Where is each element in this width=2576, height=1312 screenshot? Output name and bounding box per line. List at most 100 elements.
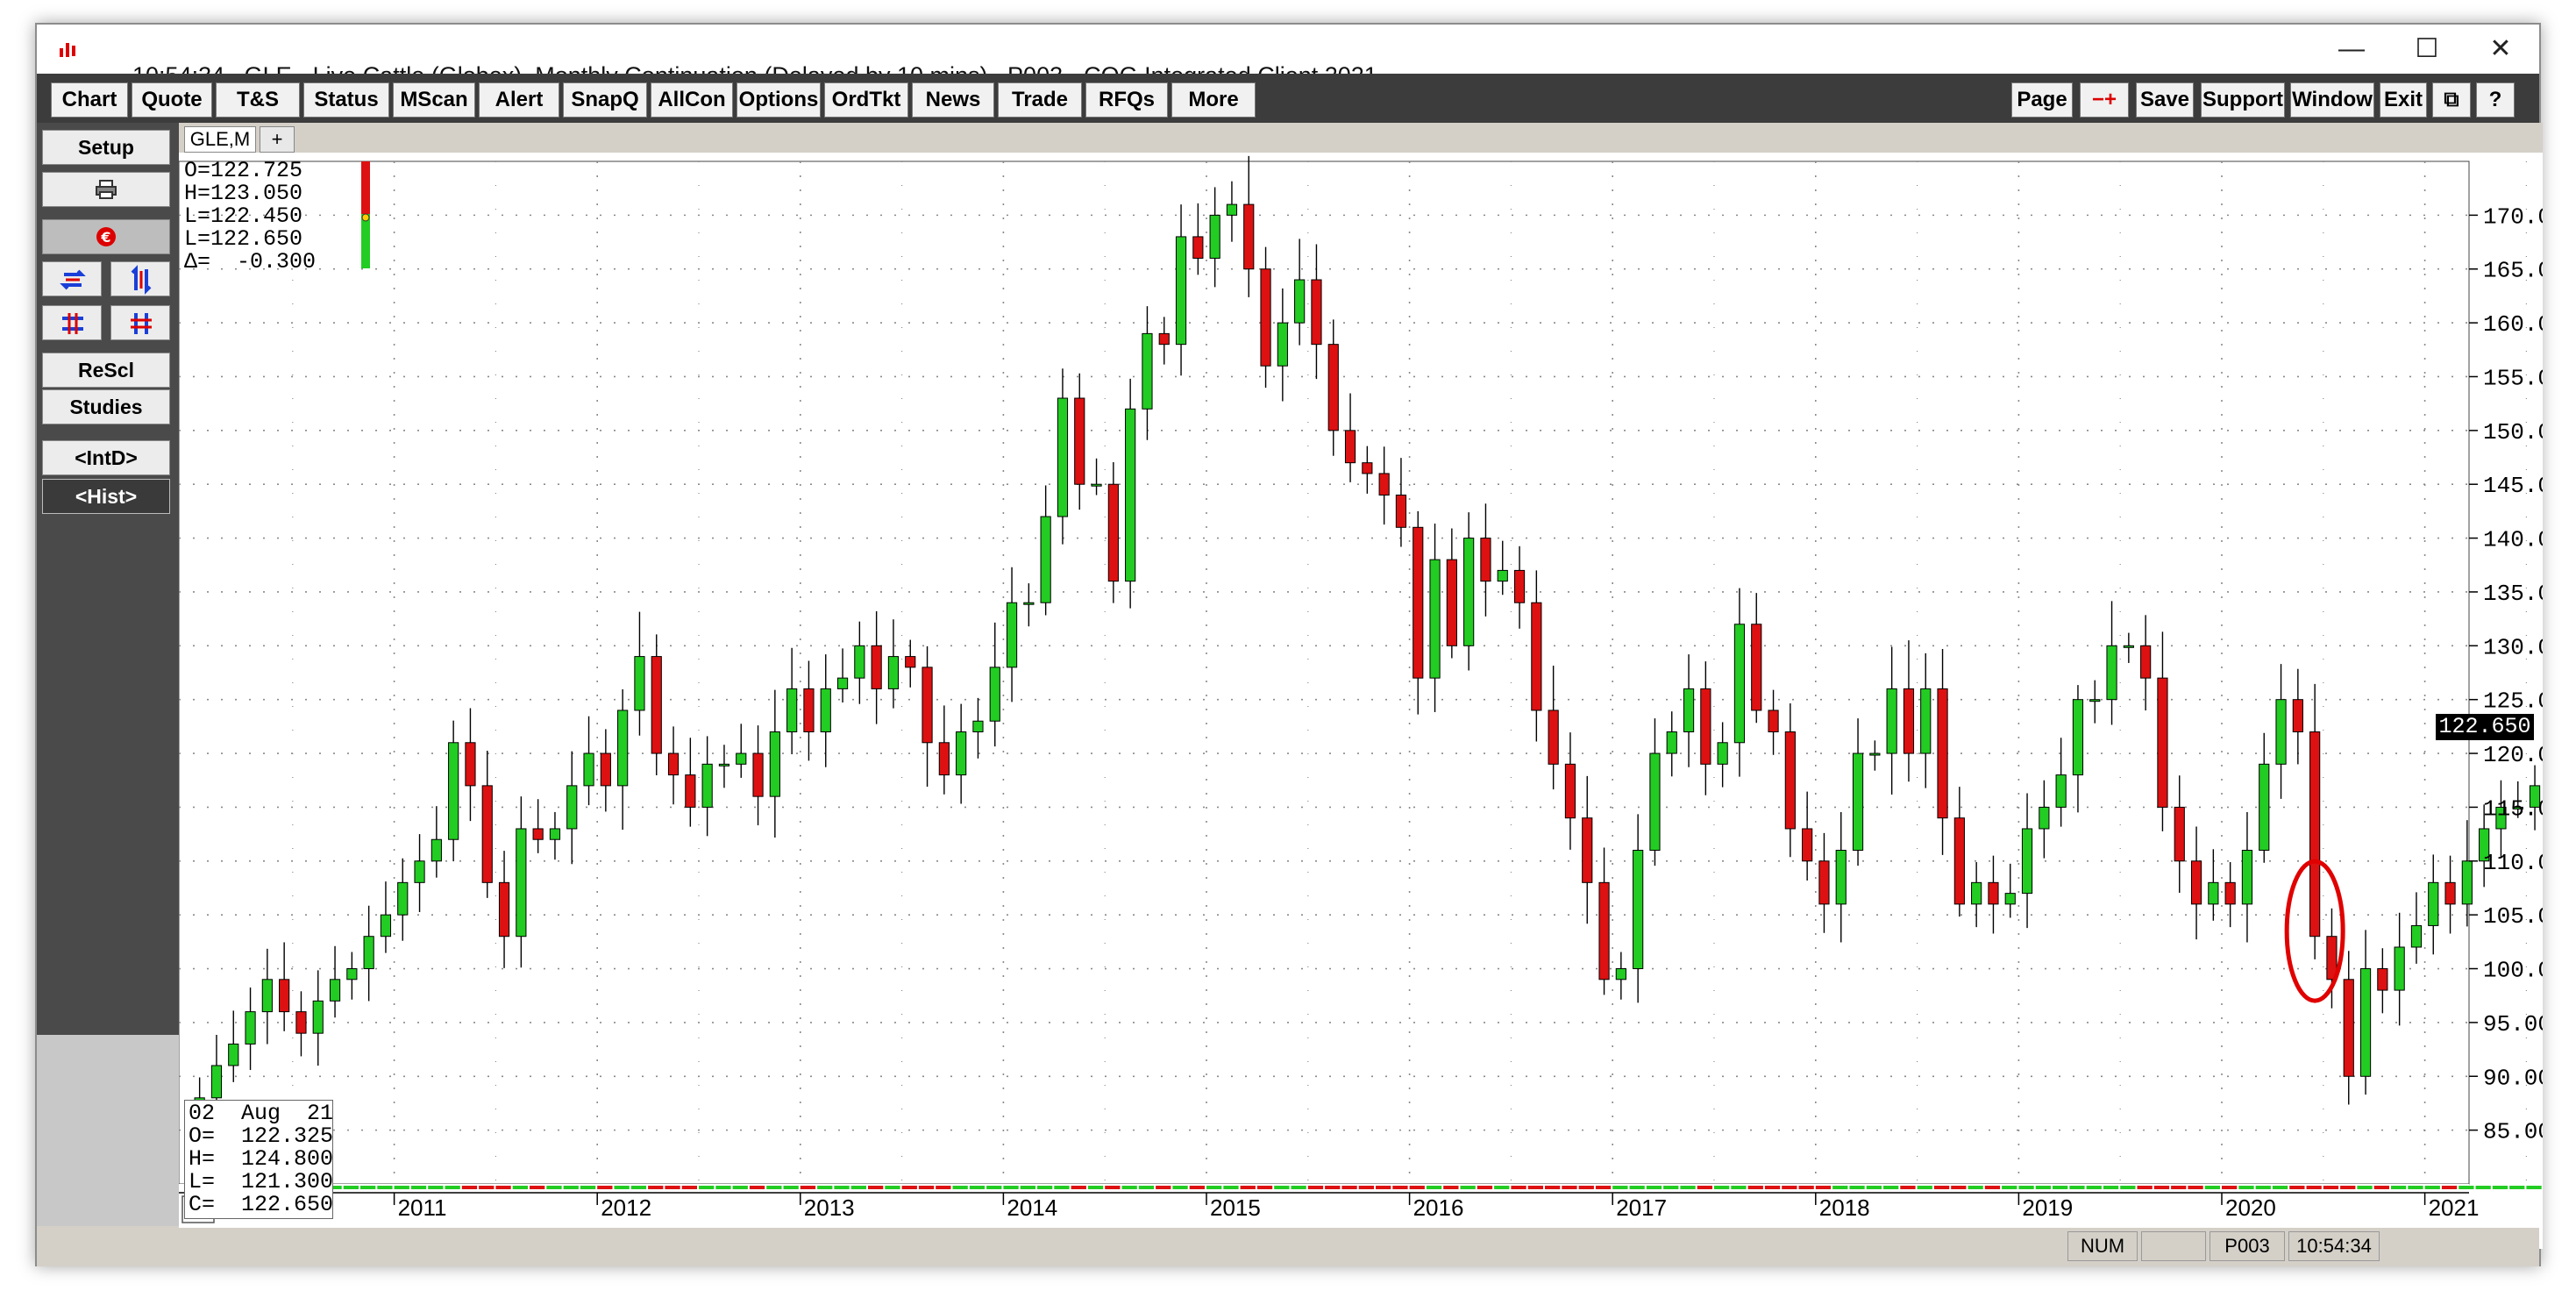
candle[interactable] bbox=[279, 942, 290, 1031]
candle[interactable] bbox=[1057, 368, 1069, 545]
candle[interactable] bbox=[1548, 666, 1559, 790]
candle[interactable] bbox=[1294, 239, 1306, 346]
candle[interactable] bbox=[651, 634, 662, 775]
candle[interactable] bbox=[1040, 485, 1051, 616]
candle[interactable] bbox=[685, 738, 696, 827]
candle[interactable] bbox=[1192, 203, 1204, 275]
candle[interactable] bbox=[2224, 862, 2236, 928]
candle[interactable] bbox=[1091, 458, 1102, 496]
candle[interactable] bbox=[1463, 512, 1475, 671]
candle[interactable] bbox=[1311, 244, 1322, 380]
candle[interactable] bbox=[1125, 378, 1136, 609]
scroll-up-down-button[interactable] bbox=[110, 261, 170, 296]
candle[interactable] bbox=[481, 750, 493, 898]
candle[interactable] bbox=[1953, 787, 1965, 917]
candle[interactable] bbox=[2479, 804, 2490, 888]
candle[interactable] bbox=[498, 851, 510, 968]
candle[interactable] bbox=[600, 729, 611, 812]
candle[interactable] bbox=[2123, 632, 2134, 663]
candle[interactable] bbox=[736, 724, 747, 778]
candle[interactable] bbox=[2275, 664, 2287, 799]
candle[interactable] bbox=[1277, 288, 1288, 402]
toolbar-help-button[interactable]: ? bbox=[2476, 82, 2515, 118]
candle[interactable] bbox=[1598, 847, 1610, 995]
maximize-button[interactable]: ☐ bbox=[2415, 34, 2439, 63]
candle[interactable] bbox=[261, 948, 273, 1045]
candle[interactable] bbox=[667, 726, 680, 805]
candle[interactable] bbox=[1852, 718, 1864, 866]
toolbar-allcon-button[interactable]: AllCon bbox=[651, 82, 733, 118]
toolbar-page-button[interactable]: Page bbox=[2011, 82, 2073, 118]
euro-button[interactable]: € bbox=[42, 219, 170, 254]
candle[interactable] bbox=[1937, 648, 1948, 855]
toolbar-ordtkt-button[interactable]: OrdTkt bbox=[824, 82, 908, 118]
candle[interactable] bbox=[1649, 718, 1661, 866]
candle[interactable] bbox=[1413, 510, 1424, 715]
candle[interactable] bbox=[2461, 820, 2473, 927]
candle[interactable] bbox=[2039, 780, 2050, 859]
candle[interactable] bbox=[1717, 722, 1728, 788]
candle[interactable] bbox=[1446, 528, 1457, 659]
candle[interactable] bbox=[1023, 583, 1035, 627]
candle[interactable] bbox=[871, 611, 882, 724]
candle[interactable] bbox=[1582, 775, 1593, 924]
candle[interactable] bbox=[1564, 732, 1576, 850]
candle[interactable] bbox=[566, 751, 578, 865]
candle[interactable] bbox=[2394, 912, 2405, 1026]
toolbar-ts-button[interactable]: T&S bbox=[216, 82, 300, 118]
candle[interactable] bbox=[363, 905, 374, 1002]
candle[interactable] bbox=[1835, 811, 1847, 943]
studies-button[interactable]: Studies bbox=[42, 389, 170, 424]
candle[interactable] bbox=[887, 619, 900, 709]
candle[interactable] bbox=[989, 622, 1000, 747]
candle[interactable] bbox=[1784, 702, 1796, 858]
candle[interactable] bbox=[1666, 711, 1677, 777]
candle[interactable] bbox=[1395, 458, 1407, 547]
candle[interactable] bbox=[2055, 738, 2067, 827]
candle[interactable] bbox=[1802, 791, 1813, 881]
candle[interactable] bbox=[1480, 503, 1491, 617]
tab-gle-m[interactable]: GLE,M bbox=[184, 126, 256, 153]
candle[interactable] bbox=[549, 811, 561, 860]
candle[interactable] bbox=[836, 648, 849, 702]
candle[interactable] bbox=[295, 991, 307, 1057]
toolbar-more-button[interactable]: More bbox=[1171, 82, 1256, 118]
candle[interactable] bbox=[922, 645, 933, 787]
candle[interactable] bbox=[2190, 826, 2202, 940]
candle[interactable] bbox=[617, 689, 629, 831]
toolbar-options-button[interactable]: Options bbox=[737, 82, 821, 118]
candle[interactable] bbox=[718, 745, 730, 788]
candle[interactable] bbox=[516, 796, 527, 968]
candle[interactable] bbox=[2004, 863, 2016, 918]
close-button[interactable]: ✕ bbox=[2489, 34, 2512, 63]
candle[interactable] bbox=[1243, 155, 1255, 297]
chart-area[interactable]: 85.000 90.000 95.000 100.000 105.000 110.000 1… bbox=[179, 153, 2543, 1249]
candle[interactable] bbox=[2174, 775, 2185, 893]
historical-button[interactable]: <Hist> bbox=[42, 479, 170, 514]
candle[interactable] bbox=[465, 708, 476, 822]
compress-vertical-button[interactable] bbox=[110, 305, 170, 340]
candle[interactable] bbox=[1869, 740, 1881, 771]
toolbar-rfqs-button[interactable]: RFQs bbox=[1085, 82, 1168, 118]
toolbar-exit-button[interactable]: Exit bbox=[2380, 82, 2427, 118]
candle[interactable] bbox=[583, 716, 594, 806]
toolbar-alert-button[interactable]: Alert bbox=[479, 82, 559, 118]
minimize-button[interactable]: — bbox=[2338, 34, 2365, 63]
candle[interactable] bbox=[2326, 908, 2338, 1009]
candle[interactable] bbox=[312, 970, 324, 1066]
candle[interactable] bbox=[1497, 540, 1508, 595]
toolbar-quote-button[interactable]: Quote bbox=[132, 82, 212, 118]
candle[interactable] bbox=[1988, 855, 1999, 934]
candle[interactable] bbox=[854, 621, 865, 704]
candle[interactable] bbox=[2309, 683, 2321, 959]
toolbar-trade-button[interactable]: Trade bbox=[998, 82, 1082, 118]
candle[interactable] bbox=[1344, 393, 1356, 482]
toolbar-snapq-button[interactable]: SnapQ bbox=[563, 82, 647, 118]
candle[interactable] bbox=[2377, 948, 2388, 1014]
toolbar-restore-button[interactable]: ⧉ bbox=[2432, 82, 2471, 118]
candle[interactable] bbox=[431, 806, 442, 878]
candle[interactable] bbox=[380, 881, 392, 953]
candle[interactable] bbox=[1006, 567, 1018, 702]
candle[interactable] bbox=[1429, 524, 1441, 713]
candle[interactable] bbox=[2495, 780, 2507, 859]
